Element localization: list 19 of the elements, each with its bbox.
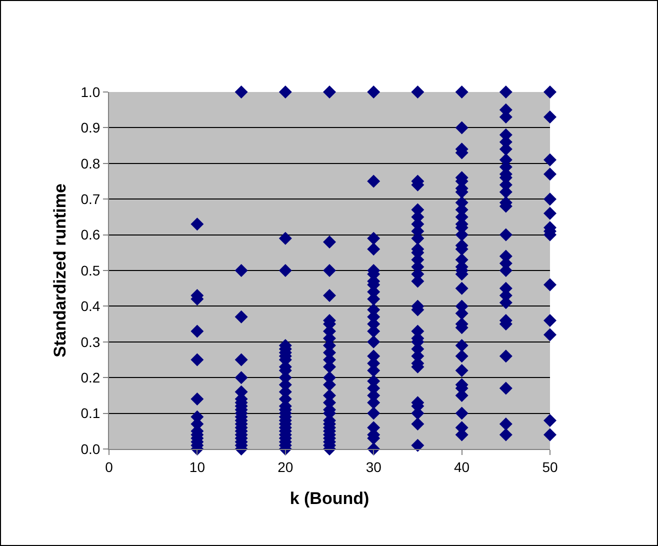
y-tick-label: 0.4 bbox=[80, 298, 100, 314]
y-tick-label: 0.5 bbox=[80, 262, 100, 278]
x-tick-label: 40 bbox=[454, 458, 470, 475]
y-tick-label: 1.0 bbox=[80, 84, 100, 100]
x-axis-title: k (Bound) bbox=[290, 489, 370, 508]
y-tick-label: 0.3 bbox=[80, 334, 100, 350]
y-tick-label: 0.2 bbox=[80, 370, 100, 386]
y-tick-label: 0.6 bbox=[80, 226, 100, 243]
y-tick-label: 0.8 bbox=[80, 155, 100, 172]
x-tick-label: 30 bbox=[366, 458, 382, 475]
y-tick-label: 0.9 bbox=[80, 120, 100, 136]
y-tick-label: 0.1 bbox=[80, 405, 100, 422]
x-tick-label: 0 bbox=[105, 458, 114, 475]
x-tick-label: 10 bbox=[189, 458, 206, 475]
x-tick-label: 20 bbox=[278, 458, 294, 475]
y-tick-label: 0.0 bbox=[80, 440, 100, 457]
y-axis-title: Standardized runtime bbox=[50, 184, 70, 358]
y-tick-label: 0.7 bbox=[80, 191, 100, 207]
x-tick-label: 50 bbox=[542, 458, 558, 475]
